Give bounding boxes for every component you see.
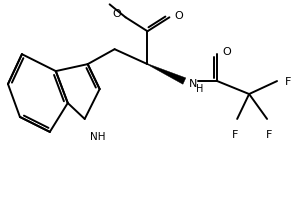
Text: F: F	[232, 129, 238, 139]
Text: H: H	[196, 84, 204, 94]
Text: O: O	[113, 9, 121, 19]
Text: O: O	[174, 11, 183, 21]
Text: N: N	[189, 79, 198, 89]
Text: NH: NH	[90, 131, 105, 141]
Polygon shape	[147, 64, 186, 85]
Text: F: F	[266, 129, 272, 139]
Text: O: O	[222, 47, 231, 57]
Text: F: F	[285, 77, 291, 87]
